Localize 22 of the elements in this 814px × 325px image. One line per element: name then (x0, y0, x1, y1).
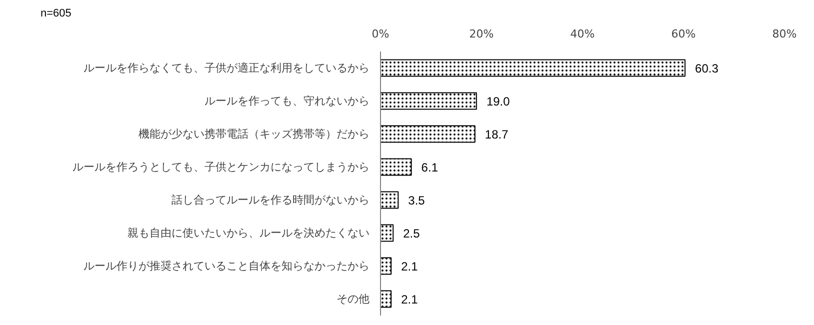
y-tick-label: ルールを作ろうとしても、子供とケンカになってしまうから (72, 160, 370, 174)
y-tick-label: その他 (336, 292, 370, 306)
y-tick-label: 親も自由に使いたいから、ルールを決めたくない (128, 226, 370, 240)
data-label: 18.7 (484, 128, 509, 142)
data-label: 19.0 (486, 94, 510, 108)
y-tick-label: ルールを作っても、守れないから (204, 94, 370, 108)
data-label: 2.1 (401, 260, 418, 274)
x-tick-label: 60% (671, 28, 696, 40)
data-label: 2.5 (403, 226, 420, 240)
x-tick-label: 20% (469, 28, 494, 40)
data-label: 6.1 (421, 160, 438, 174)
x-tick-label: 40% (570, 28, 595, 40)
y-tick-label: ルール作りが推奨されていること自体を知らなかったから (84, 260, 370, 272)
data-label: 60.3 (695, 62, 719, 76)
y-tick-label: ルールを作らなくても、子供が適正な利用をしているから (84, 62, 370, 74)
data-label: 3.5 (408, 194, 426, 208)
x-tick-label: 80% (772, 28, 797, 40)
data-label: 2.1 (401, 292, 418, 306)
text: n=605 (40, 8, 72, 20)
x-tick-label: 0% (372, 28, 390, 40)
y-tick-label: 機能が少ない携帯電話（キッズ携帯等）だから (138, 128, 370, 140)
y-tick-label: 話し合ってルールを作る時間がないから (172, 194, 370, 206)
